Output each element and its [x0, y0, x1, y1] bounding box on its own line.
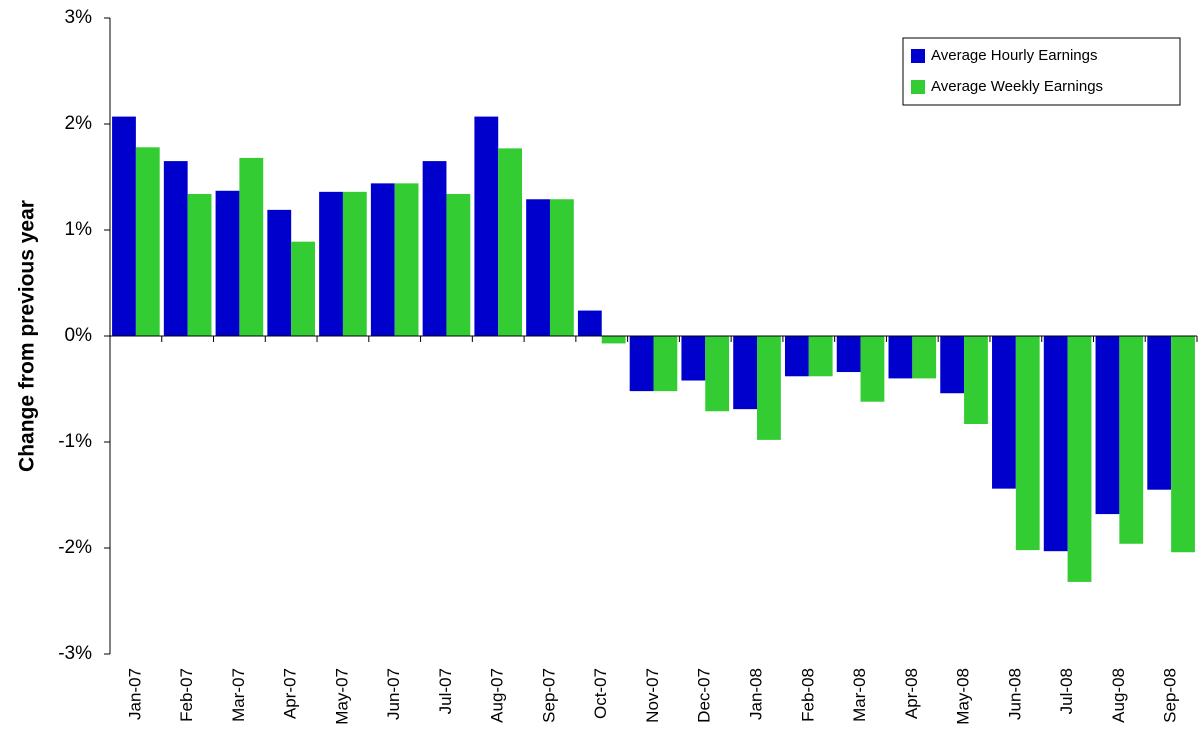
- bar: [474, 116, 499, 336]
- x-tick-label: Sep-08: [1161, 668, 1180, 723]
- y-tick-label: -2%: [58, 537, 92, 558]
- bar: [422, 161, 447, 336]
- bar: [1015, 336, 1040, 551]
- x-tick-label: Sep-07: [539, 668, 558, 723]
- legend-label: Average Hourly Earnings: [931, 47, 1097, 64]
- legend-swatch: [911, 49, 925, 63]
- legend-box: [902, 37, 1181, 106]
- bar: [163, 161, 188, 336]
- x-tick-label: Feb-08: [798, 668, 817, 722]
- bar: [653, 336, 678, 392]
- bar: [705, 336, 730, 412]
- bar: [446, 193, 471, 336]
- x-tick-label: Aug-08: [1109, 668, 1128, 723]
- x-tick-label: Dec-07: [695, 668, 714, 723]
- x-tick-label: Jun-07: [384, 668, 403, 720]
- x-tick-label: Jan-08: [747, 668, 766, 720]
- bar: [498, 148, 523, 336]
- x-tick-label: Feb-07: [177, 668, 196, 722]
- y-tick-label: -1%: [58, 431, 92, 452]
- bar: [319, 191, 343, 336]
- x-tick-label: Apr-08: [902, 668, 921, 719]
- bar: [992, 336, 1016, 489]
- bar: [940, 336, 965, 394]
- legend-swatch: [911, 80, 925, 94]
- x-tick-label: Jul-08: [1057, 668, 1076, 714]
- x-tick-label: Nov-07: [643, 668, 662, 723]
- y-tick-label: 2%: [65, 113, 93, 134]
- bar: [808, 336, 833, 377]
- bar: [267, 209, 292, 336]
- bar: [784, 336, 809, 377]
- legend-label: Average Weekly Earnings: [931, 78, 1103, 95]
- bar: [342, 191, 367, 336]
- x-tick-label: Mar-08: [850, 668, 869, 722]
- bar: [1067, 336, 1092, 582]
- x-tick-label: Mar-07: [229, 668, 248, 722]
- y-tick-label: 1%: [65, 219, 93, 240]
- bar: [112, 116, 136, 336]
- bar: [1147, 336, 1172, 490]
- bar: [964, 336, 988, 424]
- x-tick-label: Jan-07: [125, 668, 144, 720]
- y-axis-title: Change from previous year: [16, 200, 39, 472]
- x-tick-label: Aug-07: [488, 668, 507, 723]
- x-tick-label: May-08: [954, 668, 973, 725]
- bar: [1119, 336, 1144, 544]
- bar: [526, 199, 550, 336]
- y-tick-label: -3%: [58, 643, 92, 664]
- bar: [577, 310, 602, 336]
- y-tick-label: 0%: [65, 325, 93, 346]
- x-tick-label: Apr-07: [281, 668, 300, 719]
- x-tick-label: Oct-07: [591, 668, 610, 719]
- bar: [888, 336, 913, 379]
- bar: [1043, 336, 1068, 552]
- bar: [215, 190, 240, 336]
- bar: [239, 157, 264, 336]
- bar: [757, 336, 781, 440]
- bar: [733, 336, 758, 410]
- bar: [370, 183, 395, 336]
- bar: [912, 336, 937, 379]
- bar: [836, 336, 861, 373]
- bar: [601, 336, 626, 344]
- bar: [860, 336, 885, 402]
- y-tick-label: 3%: [65, 7, 93, 28]
- bar: [135, 147, 160, 336]
- x-tick-label: May-07: [332, 668, 351, 725]
- bar: [629, 336, 654, 392]
- bar: [681, 336, 706, 381]
- x-tick-label: Jun-08: [1005, 668, 1024, 720]
- bar: [1171, 336, 1195, 553]
- bar: [394, 183, 419, 336]
- bar: [291, 241, 315, 336]
- bar: [1095, 336, 1120, 515]
- x-tick-label: Jul-07: [436, 668, 455, 714]
- bar: [187, 193, 212, 336]
- bar: [549, 199, 574, 336]
